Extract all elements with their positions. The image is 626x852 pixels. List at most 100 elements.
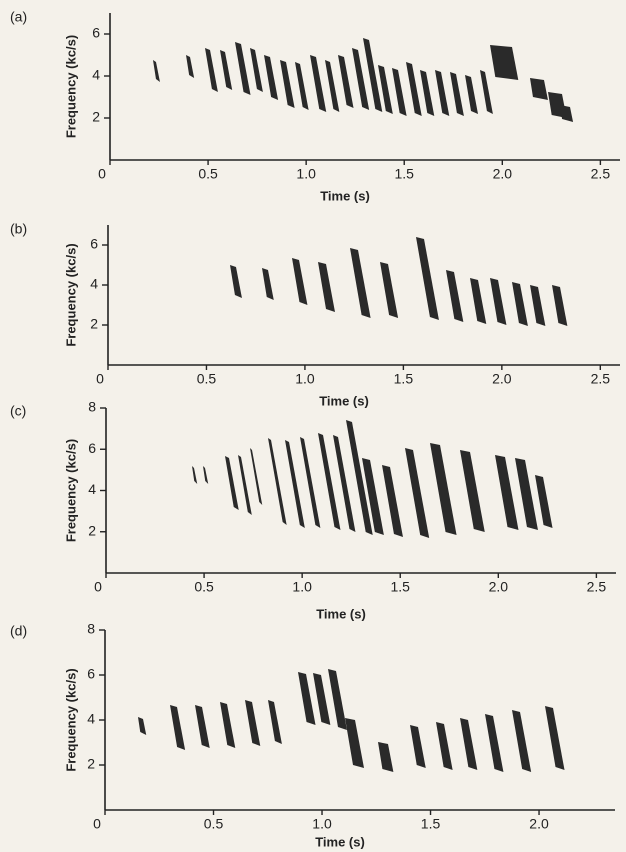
sonogram-trace: [238, 455, 252, 515]
x-tick-label: 2.5: [587, 579, 607, 595]
sonogram-trace: [328, 669, 347, 730]
sonogram-trace: [225, 456, 239, 510]
y-axis-label: Frequency (kc/s): [63, 439, 78, 542]
x-tick-label: 2.0: [489, 579, 509, 595]
sonogram-trace: [235, 42, 251, 95]
y-tick-label: 6: [87, 666, 95, 682]
x-axis-label: Time (s): [315, 834, 365, 849]
sonogram-trace: [192, 466, 198, 484]
y-tick-label: 4: [90, 276, 98, 292]
panel-label: (a): [10, 9, 27, 25]
sonogram-trace: [220, 50, 233, 90]
sonogram-trace: [285, 440, 305, 528]
sonogram-trace: [465, 75, 479, 114]
panel-label: (b): [10, 221, 27, 237]
x-tick-label: 1.5: [394, 166, 414, 182]
sonogram-trace: [470, 278, 487, 324]
y-axis-label: Frequency (kc/s): [63, 243, 78, 346]
sonogram-trace: [268, 438, 287, 525]
sonogram-trace: [460, 718, 478, 770]
x-tick-label: 2.5: [591, 371, 611, 387]
sonogram-trace: [535, 475, 553, 528]
y-axis-label: Frequency (kc/s): [63, 668, 78, 771]
y-tick-label: 2: [87, 756, 95, 772]
x-tick-label: 1.0: [312, 816, 332, 832]
y-tick-label: 6: [90, 236, 98, 252]
x-tick-label: 1.5: [421, 816, 441, 832]
sonogram-trace: [378, 65, 393, 114]
y-tick-label: 2: [90, 316, 98, 332]
sonogram-trace: [205, 48, 218, 92]
sonogram-trace: [382, 465, 403, 537]
y-tick-label: 8: [87, 621, 95, 637]
y-tick-label: 6: [92, 25, 100, 41]
y-tick-label: 2: [88, 522, 96, 538]
sonogram-trace: [313, 673, 331, 725]
sonogram-trace: [545, 706, 565, 770]
sonogram-trace: [325, 60, 340, 112]
sonogram-trace: [338, 55, 354, 108]
y-tick-label: 4: [87, 711, 95, 727]
sonogram-trace: [362, 458, 384, 535]
sonogram-trace: [485, 714, 504, 772]
panel-label: (d): [10, 623, 27, 639]
sonogram-trace: [262, 268, 274, 300]
sonogram-trace: [230, 265, 242, 298]
sonogram-trace: [515, 458, 538, 530]
sonogram-trace: [530, 78, 548, 100]
sonogram-trace: [220, 702, 236, 748]
sonogram-trace: [512, 710, 532, 772]
x-axis-label: Time (s): [319, 393, 369, 408]
y-tick-label: 4: [88, 481, 96, 497]
sonogram-trace: [345, 718, 364, 768]
sonogram-trace: [405, 448, 430, 538]
sonogram-trace: [264, 55, 279, 100]
sonogram-trace: [460, 450, 485, 532]
sonogram-trace: [292, 258, 308, 305]
sonogram-trace: [490, 278, 507, 325]
x-tick-label: 0: [93, 816, 101, 832]
sonogram-trace: [352, 48, 370, 110]
y-tick-label: 8: [88, 399, 96, 415]
sonogram-trace: [195, 705, 210, 748]
sonogram-trace: [530, 285, 546, 326]
sonogram-trace: [446, 270, 464, 322]
sonogram-trace: [420, 70, 435, 116]
x-tick-label: 1.5: [394, 371, 414, 387]
y-tick-label: 2: [92, 109, 100, 125]
sonogram-trace: [480, 70, 493, 114]
x-tick-label: 2.0: [493, 166, 513, 182]
sonogram-trace: [392, 68, 407, 116]
sonogram-trace: [512, 282, 528, 326]
sonogram-trace: [333, 435, 356, 532]
panel-label: (c): [10, 403, 26, 419]
sonogram-trace: [186, 55, 195, 78]
sonogram-trace: [170, 705, 186, 750]
sonogram-trace: [495, 455, 519, 530]
sonogram-trace: [268, 700, 282, 744]
sonogram-trace: [436, 722, 453, 770]
sonogram-trace: [245, 700, 261, 746]
sonogram-trace: [298, 672, 316, 725]
sonogram-trace: [363, 38, 383, 112]
x-axis-label: Time (s): [316, 606, 366, 621]
sonogram-trace: [450, 72, 464, 116]
sonogram-trace: [138, 717, 147, 735]
sonogram-trace: [380, 262, 399, 318]
sonogram-trace: [280, 60, 295, 108]
x-tick-label: 1.0: [296, 166, 316, 182]
sonogram-trace: [250, 48, 263, 92]
x-tick-label: 2.0: [529, 816, 549, 832]
sonogram-trace: [435, 70, 450, 116]
y-tick-label: 4: [92, 67, 100, 83]
sonogram-trace: [410, 725, 426, 768]
y-tick-label: 6: [88, 440, 96, 456]
sonogram-trace: [490, 45, 519, 80]
y-axis-label: Frequency (kc/s): [63, 35, 78, 138]
sonogram-trace: [406, 62, 422, 116]
x-tick-label: 0: [98, 166, 106, 182]
sonogram-trace: [310, 55, 327, 112]
x-tick-label: 0: [94, 579, 102, 595]
x-tick-label: 2.0: [492, 371, 512, 387]
